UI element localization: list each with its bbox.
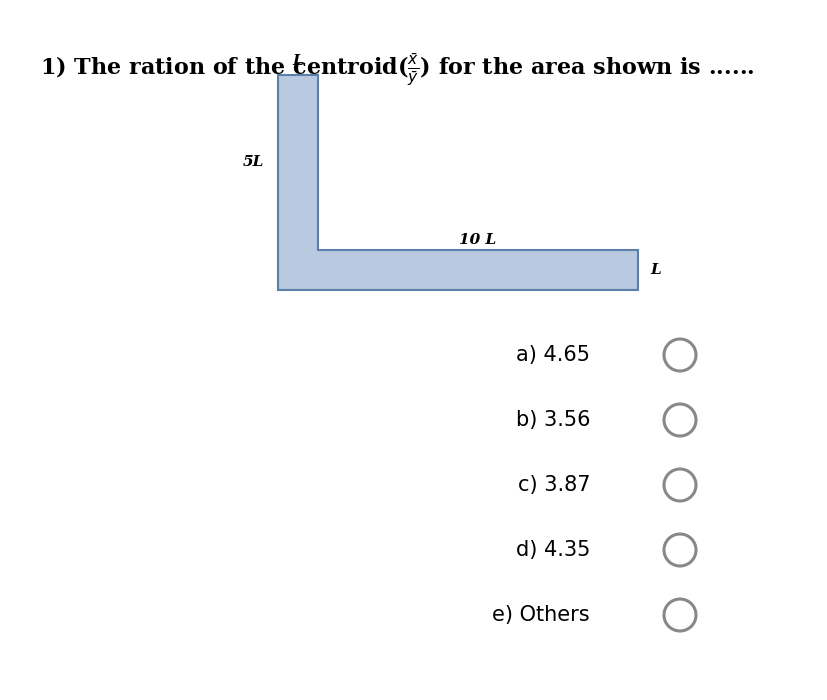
Text: 5L: 5L <box>242 155 264 169</box>
Text: e) Others: e) Others <box>492 605 590 625</box>
Text: b) 3.56: b) 3.56 <box>515 410 590 430</box>
Text: c) 3.87: c) 3.87 <box>518 475 590 495</box>
Text: d) 4.35: d) 4.35 <box>515 540 590 560</box>
Text: 1) The ration of the centroid($\frac{\bar{x}}{\bar{y}}$) for the area shown is .: 1) The ration of the centroid($\frac{\ba… <box>40 51 755 89</box>
Text: L: L <box>293 54 304 68</box>
Text: 10 L: 10 L <box>459 233 497 247</box>
Polygon shape <box>278 75 638 290</box>
Text: a) 4.65: a) 4.65 <box>516 345 590 365</box>
Text: L: L <box>651 263 662 277</box>
